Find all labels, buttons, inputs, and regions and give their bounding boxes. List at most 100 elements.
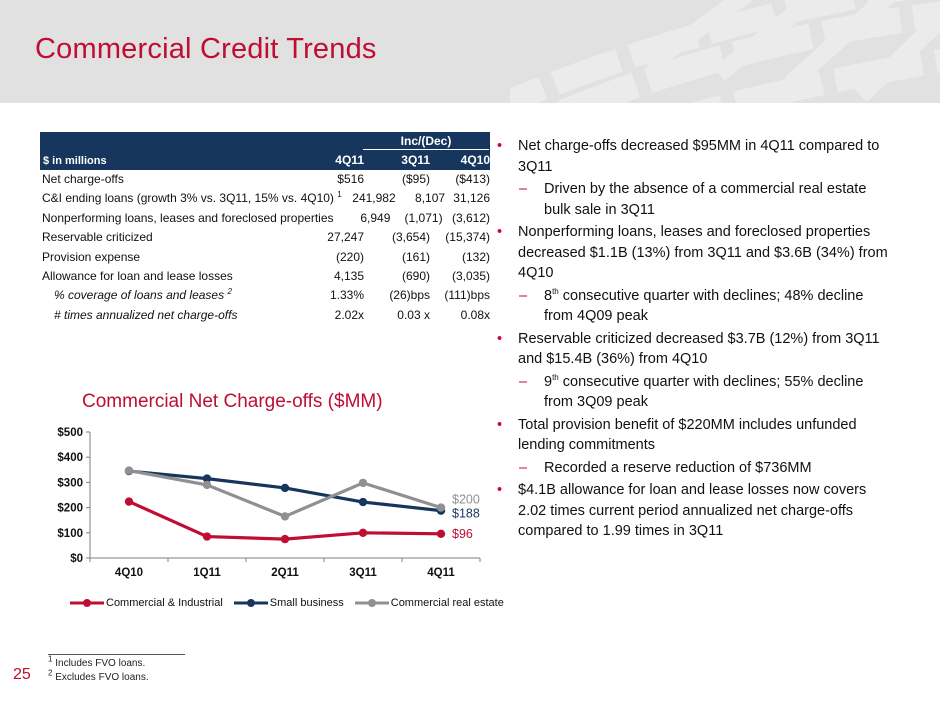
- unit-label: $ in millions: [43, 155, 107, 167]
- row-value: ($413): [455, 172, 490, 186]
- row-value: ($95): [401, 172, 430, 186]
- end-label: $188: [452, 507, 480, 521]
- page-number: 25: [13, 666, 31, 683]
- sub-bullet-item: – Driven by the absence of a commercial r…: [519, 179, 899, 220]
- bullet-text: Nonperforming loans, leases and foreclos…: [518, 224, 888, 281]
- legend-label: Commercial real estate: [390, 597, 504, 609]
- table-body: Net charge-offs $516 ($95) ($413) C&I ending…: [40, 170, 490, 325]
- data-point: [358, 478, 368, 488]
- x-tick-label: 4Q11: [427, 567, 455, 579]
- row-value: (1,071): [404, 210, 443, 225]
- footnote-divider: [48, 654, 185, 655]
- data-point: [124, 497, 134, 506]
- data-point: [124, 466, 134, 475]
- header-band: Commercial Credit Trends: [0, 0, 940, 103]
- row-value: (3,612): [451, 210, 490, 225]
- table-row: Provision expense (220) (161) (132): [40, 248, 490, 267]
- y-tick-label: $100: [57, 528, 83, 540]
- sub-bullet-item: –8th consecutive quarter with declines; …: [519, 286, 899, 327]
- row-value: $516: [337, 172, 364, 186]
- row-value: (3,654): [391, 230, 430, 245]
- table-row: % coverage of loans and leases 2 1.33% (26…: [40, 286, 490, 305]
- credit-metrics-table: Inc/(Dec) $ in millions 4Q11 3Q11 4Q10 N…: [40, 132, 490, 325]
- row-value: (26)bps: [389, 288, 430, 303]
- table-row: C&I ending loans (growth 3% vs. 3Q11, 15…: [40, 189, 490, 208]
- data-point: [202, 474, 212, 483]
- legend-marker-icon: [354, 599, 389, 607]
- x-tick-label: 3Q11: [349, 567, 377, 579]
- flag-watermark-icon: [510, 0, 940, 103]
- bullet-text: 9th consecutive quarter with declines; 5…: [544, 372, 864, 410]
- sub-bullet-item: –9th consecutive quarter with declines; …: [519, 372, 899, 413]
- bullet-marker: •: [497, 482, 503, 498]
- bullet-text: Reservable criticized decreased $3.7B (1…: [518, 330, 880, 368]
- col-header-4q10: 4Q10: [460, 153, 490, 167]
- y-tick-label: $500: [57, 427, 83, 439]
- bullet-text: Recorded a reserve reduction of $736MM: [544, 459, 812, 476]
- row-label: Allowance for loan and lease losses: [42, 268, 233, 283]
- bullet-text: $4.1B allowance for loan and lease losse…: [518, 482, 867, 539]
- row-value: 1.33%: [329, 288, 364, 303]
- table-row: Net charge-offs $516 ($95) ($413): [40, 170, 490, 189]
- row-label: Nonperforming loans, leases and foreclos…: [42, 210, 334, 225]
- bullet-marker: •: [497, 224, 503, 240]
- bullet-marker: •: [497, 330, 503, 347]
- row-label: Net charge-offs: [42, 172, 124, 186]
- row-value: 2.02x: [334, 307, 364, 322]
- legend-label: Small business: [269, 597, 344, 609]
- table-row: Allowance for loan and lease losses 4,135…: [40, 267, 490, 286]
- col-header-3q11: 3Q11: [401, 153, 430, 167]
- bullet-text: Driven by the absence of a commercial re…: [544, 181, 867, 218]
- data-point: [280, 534, 290, 544]
- row-label: C&I ending loans (growth 3% vs. 3Q11, 15…: [42, 190, 342, 206]
- legend-marker-icon: [70, 599, 104, 607]
- data-point: [280, 512, 290, 521]
- bullet-marker: •: [497, 138, 503, 154]
- bullet-item: • $4.1B allowance for loan and lease loss…: [497, 480, 893, 542]
- row-label: Reservable criticized: [42, 230, 153, 245]
- bullet-text: Net charge-offs decreased $95MM in 4Q11 …: [518, 138, 880, 175]
- row-value: 6,949: [360, 210, 391, 225]
- bullet-marker: •: [497, 416, 503, 433]
- row-label: Provision expense: [42, 249, 141, 264]
- row-value: (111)bps: [444, 288, 490, 303]
- row-value: (15,374): [445, 230, 490, 245]
- bullet-text: Total provision benefit of $220MM includ…: [518, 416, 857, 454]
- row-value: (690): [401, 268, 430, 283]
- data-point: [358, 528, 368, 537]
- table-row: Nonperforming loans, leases and foreclos…: [40, 209, 490, 228]
- end-label: $96: [452, 527, 473, 541]
- row-value: 0.08x: [460, 307, 490, 322]
- table-row: Reservable criticized 27,247 (3,654) (15,37…: [40, 228, 490, 247]
- bullet-marker: –: [519, 181, 528, 197]
- chart-title: Commercial Net Charge-offs ($MM): [82, 391, 383, 412]
- legend-marker-icon: [233, 599, 268, 607]
- inc-dec-header: Inc/(Dec): [363, 134, 489, 150]
- net-charge-offs-chart: $0 $100 $200 $300 $400 $500 4Q10 1Q11 2Q11 3Q11 4Q…: [57, 427, 481, 579]
- y-tick-label: $200: [57, 503, 83, 515]
- legend-item: Commercial & Industrial: [70, 597, 223, 609]
- bullet-marker: –: [519, 373, 528, 390]
- data-point: [358, 497, 368, 507]
- footnote: 2 Excludes FVO loans.: [48, 668, 149, 683]
- bullet-text: 8th consecutive quarter with declines; 4…: [544, 286, 864, 324]
- row-label: % coverage of loans and leases 2: [54, 287, 232, 303]
- col-header-4q11: 4Q11: [335, 153, 364, 167]
- row-value: 241,982: [352, 191, 396, 206]
- row-value: 27,247: [327, 230, 364, 245]
- row-label: # times annualized net charge-offs: [54, 307, 238, 322]
- commentary-bullets: • Net charge-offs decreased $95MM in 4Q11…: [497, 136, 925, 544]
- legend-label: Commercial & Industrial: [106, 597, 223, 609]
- row-value: (3,035): [451, 268, 490, 283]
- row-value: 4,135: [333, 268, 364, 283]
- chart-legend: Commercial & Industrial Small business Com…: [70, 597, 515, 609]
- sub-bullet-item: – Recorded a reserve reduction of $736MM: [519, 458, 899, 479]
- y-tick-label: $400: [57, 452, 83, 464]
- data-point: [436, 529, 446, 539]
- y-tick-label: $0: [70, 553, 83, 565]
- legend-item: Commercial real estate: [354, 597, 504, 609]
- data-point: [280, 483, 290, 493]
- bullet-item: • Total provision benefit of $220MM inclu…: [497, 415, 893, 456]
- data-point: [436, 503, 446, 512]
